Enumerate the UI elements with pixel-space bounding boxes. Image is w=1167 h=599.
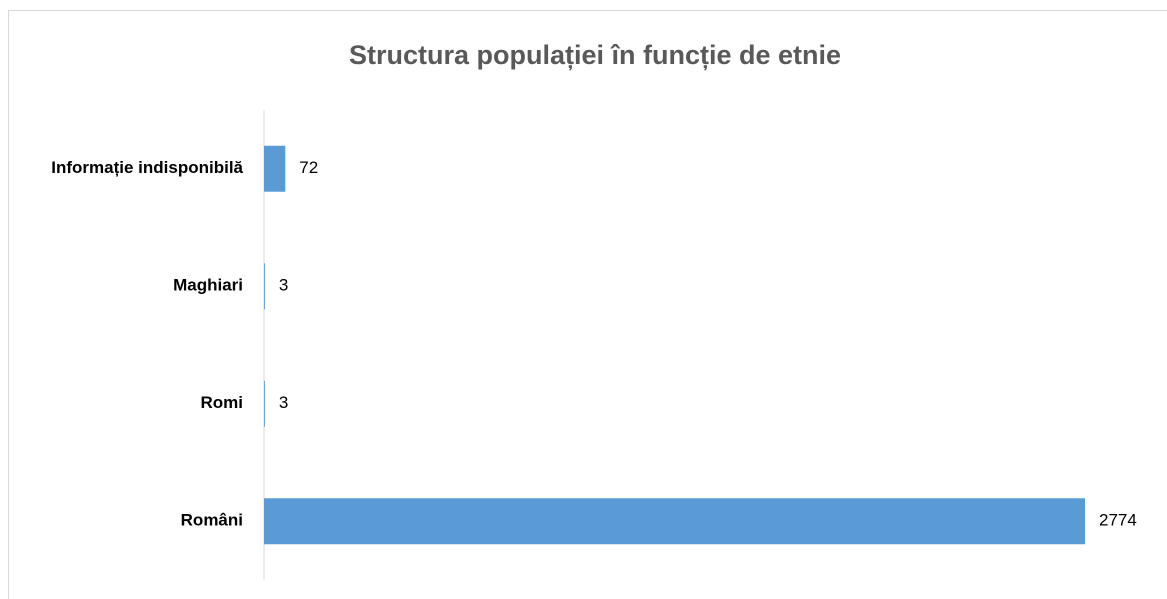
bar	[264, 145, 286, 192]
bar	[264, 263, 265, 310]
data-label: 72	[299, 158, 318, 177]
category-label: Români	[181, 511, 243, 530]
category-label: Informație indisponibilă	[51, 158, 243, 177]
data-label: 3	[279, 276, 288, 295]
category-label: Romi	[201, 393, 244, 412]
category-label: Maghiari	[173, 276, 243, 295]
chart-title: Structura populației în funcție de etnie	[349, 40, 841, 70]
bar	[264, 498, 1085, 545]
data-label: 3	[279, 393, 288, 412]
data-label: 2774	[1099, 511, 1137, 530]
bar	[264, 380, 265, 427]
